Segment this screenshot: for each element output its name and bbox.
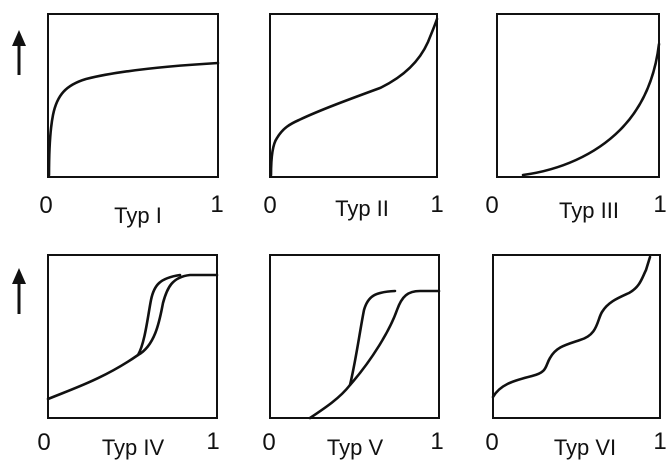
panel-typ-2: 0 1 Typ II [263, 13, 444, 221]
panel-frame [269, 13, 438, 178]
y-arrow-icon-bottom [12, 268, 26, 314]
panel-frame [496, 13, 660, 178]
isotherm-curve-adsorption [46, 273, 219, 401]
panel-caption: Typ V [327, 435, 384, 460]
y-arrow-icon-top [12, 30, 26, 75]
isotherm-curve [47, 61, 220, 177]
panel-typ-5: 0 1 Typ V [262, 254, 444, 460]
x-min-label: 0 [39, 192, 52, 219]
panel-frame [47, 13, 219, 178]
panel-caption: Typ III [559, 198, 619, 223]
x-max-label: 1 [206, 428, 219, 455]
isotherm-curve [491, 255, 652, 399]
x-max-label: 1 [210, 191, 223, 218]
panel-frame [492, 254, 661, 419]
x-min-label: 0 [37, 429, 50, 456]
panel-typ-3: 0 1 Typ III [485, 13, 667, 223]
panel-caption: Typ IV [102, 435, 165, 460]
panel-caption: Typ VI [554, 435, 616, 460]
isotherm-curve-adsorption [308, 289, 441, 420]
x-max-label: 1 [653, 428, 666, 455]
x-max-label: 1 [653, 191, 666, 218]
isotherm-curve-desorption [348, 289, 397, 387]
x-min-label: 0 [262, 429, 275, 456]
x-max-label: 1 [430, 191, 443, 218]
panel-typ-4: 0 1 Typ IV [37, 254, 220, 460]
panel-frame [269, 254, 440, 419]
isotherm-curve [269, 17, 439, 177]
panel-typ-1: 0 1 Typ I [39, 13, 224, 228]
isotherm-curve [521, 42, 661, 177]
x-min-label: 0 [485, 429, 498, 456]
panel-caption: Typ I [114, 203, 162, 228]
panel-typ-6: 0 1 Typ VI [485, 254, 667, 460]
isotherm-curve-desorption [136, 273, 182, 357]
x-max-label: 1 [430, 428, 443, 455]
x-min-label: 0 [263, 192, 276, 219]
x-min-label: 0 [485, 192, 498, 219]
panel-caption: Typ II [335, 196, 389, 221]
panel-frame [47, 254, 218, 419]
